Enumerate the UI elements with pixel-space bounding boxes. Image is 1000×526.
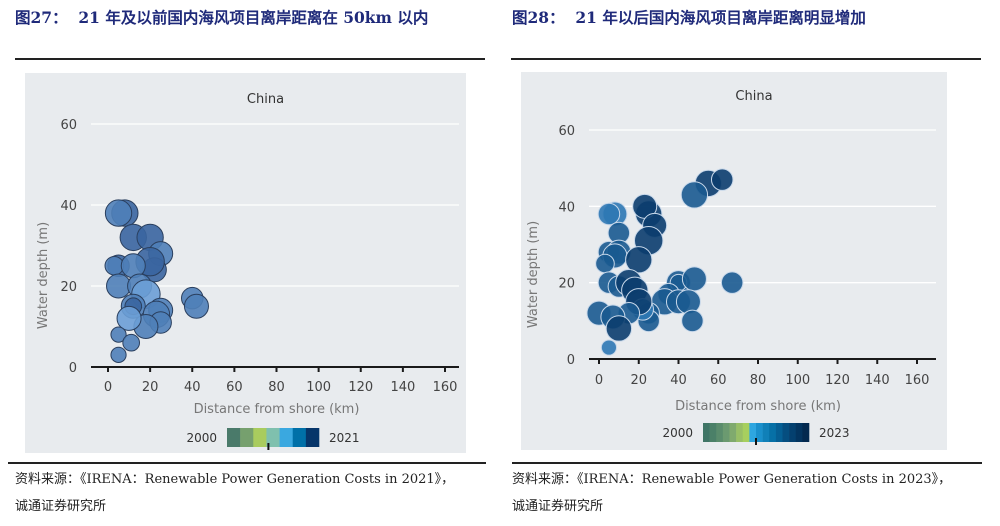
data-bubble — [110, 346, 127, 363]
colorbar-swatch — [749, 423, 757, 442]
colorbar-swatch — [762, 423, 770, 442]
data-bubble — [600, 339, 618, 356]
data-bubble — [605, 315, 633, 342]
colorbar-end-label: 2023 — [819, 426, 850, 440]
data-bubble — [597, 202, 621, 226]
colorbar-swatch — [266, 428, 280, 447]
figure-title-text: 21 年及以前国内海风项目离岸距离在 50km 以内 — [78, 8, 429, 27]
colorbar-swatch — [742, 423, 750, 442]
y-tick-label: 60 — [558, 124, 575, 139]
source-note-27: 资料来源：《IRENA：Renewable Power Generation C… — [15, 466, 454, 520]
plot-background — [521, 72, 947, 450]
data-bubble — [183, 293, 209, 319]
x-tick-label: 160 — [905, 373, 930, 388]
x-tick-label: 100 — [785, 373, 810, 388]
chart-panel-2023: China 0 20 40 60 Water depth (m) 0 20 40 60 80 100 1… — [521, 72, 947, 450]
colorbar-swatch — [729, 423, 737, 442]
data-bubble — [681, 309, 704, 333]
colorbar-end-label: 2021 — [329, 431, 360, 445]
data-bubble — [110, 326, 127, 343]
bubble-chart-2021: China 0 20 40 60 Water depth (m) 0 20 40 60 80 100 1… — [25, 73, 466, 453]
y-axis-label: Water depth (m) — [526, 221, 541, 328]
y-axis-label: Water depth (m) — [36, 222, 51, 329]
x-axis-label: Distance from shore (km) — [194, 402, 360, 417]
x-tick-label: 80 — [268, 380, 285, 395]
source-divider — [512, 462, 982, 464]
colorbar-swatch — [775, 423, 783, 442]
colorbar-swatch — [253, 428, 267, 447]
plot-background — [25, 73, 466, 453]
data-bubble — [122, 333, 140, 352]
colorbar-swatch — [305, 428, 320, 447]
x-tick-label: 20 — [142, 380, 159, 395]
chart-title: China — [247, 92, 284, 107]
colorbar-swatch — [716, 423, 724, 442]
x-tick-label: 100 — [306, 380, 331, 395]
data-bubble — [680, 181, 709, 209]
data-bubble — [675, 289, 701, 315]
y-tick-label: 40 — [60, 199, 77, 214]
x-tick-label: 0 — [104, 380, 112, 395]
colorbar-swatch — [240, 428, 254, 447]
data-bubble — [681, 266, 707, 292]
colorbar-swatch — [736, 423, 744, 442]
data-bubble — [710, 168, 734, 191]
x-tick-label: 80 — [750, 373, 767, 388]
source-line: 诚通证券研究所 — [512, 499, 604, 514]
x-tick-label: 140 — [865, 373, 890, 388]
colorbar-swatch — [703, 423, 710, 442]
y-tick-label: 0 — [69, 361, 77, 376]
colorbar-start-label: 2000 — [186, 431, 217, 445]
y-tick-label: 40 — [558, 200, 575, 215]
source-line: 资料来源：《IRENA：Renewable Power Generation C… — [512, 472, 952, 487]
colorbar-swatch — [789, 423, 797, 442]
figure-number: 图27： — [15, 8, 68, 27]
colorbar-swatch — [227, 428, 241, 447]
data-bubble — [116, 305, 142, 331]
colorbar-swatch — [756, 423, 763, 442]
figure-title-text: 21 年以后国内海风项目离岸距离明显增加 — [575, 8, 866, 27]
data-bubble — [106, 273, 132, 299]
source-line: 资料来源：《IRENA：Renewable Power Generation C… — [15, 472, 455, 487]
data-bubble — [595, 253, 615, 274]
title-divider — [15, 58, 485, 60]
data-bubble — [625, 246, 653, 274]
x-tick-label: 0 — [595, 373, 603, 388]
colorbar-swatch — [722, 423, 730, 442]
x-tick-label: 20 — [630, 373, 647, 388]
y-tick-label: 20 — [60, 280, 77, 295]
source-line: 诚通证券研究所 — [15, 499, 107, 514]
bubble-chart-2023: China 0 20 40 60 Water depth (m) 0 20 40 60 80 100 1… — [521, 72, 947, 450]
x-tick-label: 60 — [226, 380, 243, 395]
chart-panel-2021: China 0 20 40 60 Water depth (m) 0 20 40 60 80 100 1… — [25, 73, 466, 453]
figure-28-title: 图28： 21 年以后国内海风项目离岸距离明显增加 — [512, 4, 987, 31]
x-tick-label: 140 — [390, 380, 415, 395]
x-tick-label: 120 — [348, 380, 373, 395]
colorbar-swatch — [279, 428, 294, 447]
colorbar-swatch — [292, 428, 307, 447]
colorbar-swatch — [769, 423, 777, 442]
x-tick-label: 120 — [825, 373, 850, 388]
x-tick-label: 60 — [710, 373, 727, 388]
colorbar-swatch — [709, 423, 717, 442]
y-tick-label: 60 — [60, 118, 77, 133]
colorbar-swatch — [782, 423, 790, 442]
colorbar-swatch — [802, 423, 810, 442]
title-divider — [511, 58, 981, 60]
source-divider — [8, 462, 486, 464]
chart-title: China — [735, 89, 772, 104]
colorbar-swatch — [795, 423, 803, 442]
x-tick-label: 160 — [433, 380, 458, 395]
figure-number: 图28： — [512, 8, 565, 27]
x-tick-label: 40 — [184, 380, 201, 395]
source-note-28: 资料来源：《IRENA：Renewable Power Generation C… — [512, 466, 951, 520]
data-bubble — [720, 271, 744, 294]
x-tick-label: 40 — [670, 373, 687, 388]
data-bubble — [104, 199, 133, 227]
y-tick-label: 20 — [558, 277, 575, 292]
y-tick-label: 0 — [567, 353, 575, 368]
x-axis-label: Distance from shore (km) — [675, 399, 841, 414]
figure-27-title: 图27： 21 年及以前国内海风项目离岸距离在 50km 以内 — [15, 4, 490, 31]
colorbar-start-label: 2000 — [662, 426, 693, 440]
